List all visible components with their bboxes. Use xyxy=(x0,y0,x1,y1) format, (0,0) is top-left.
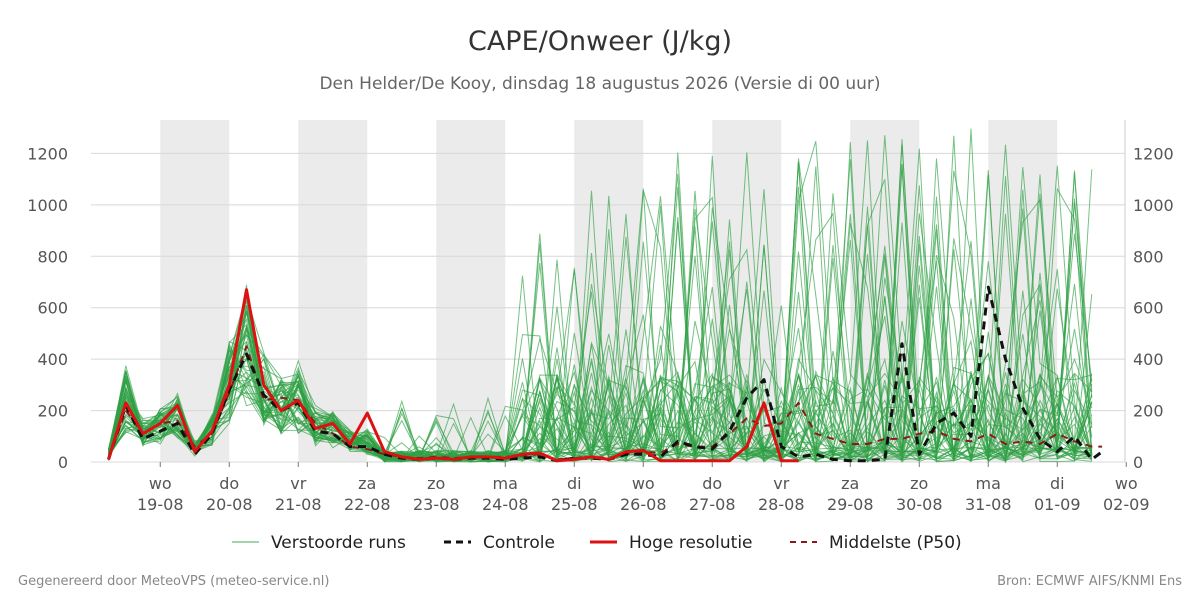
y-tick-label-left: 200 xyxy=(37,402,68,421)
legend-p50-label: Middelste (P50) xyxy=(829,533,962,553)
y-tick-label-left: 600 xyxy=(37,299,68,318)
y-tick-label-right: 1200 xyxy=(1133,144,1174,163)
ensemble-member-line xyxy=(108,159,1093,463)
x-tick-date: 27-08 xyxy=(689,495,736,514)
p50-line xyxy=(107,345,1103,461)
ensemble-member-line xyxy=(108,167,1093,463)
x-tick-date: 30-08 xyxy=(896,495,943,514)
x-tick-date: 29-08 xyxy=(827,495,874,514)
footer-source: Bron: ECMWF AIFS/KNMI Ens xyxy=(997,574,1182,589)
x-tick-day: za xyxy=(358,474,376,493)
ensemble-member-line xyxy=(108,162,1093,463)
x-tick-date: 21-08 xyxy=(275,495,322,514)
x-tick-day: vr xyxy=(290,474,306,493)
x-tick-date: 31-08 xyxy=(965,495,1012,514)
x-tick-date: 23-08 xyxy=(413,495,460,514)
ensemble-member-line xyxy=(108,170,1093,463)
y-tick-label-left: 1200 xyxy=(27,144,68,163)
x-tick-date: 26-08 xyxy=(620,495,667,514)
x-tick-day: do xyxy=(219,474,239,493)
y-tick-label-right: 200 xyxy=(1133,402,1164,421)
x-tick-day: za xyxy=(841,474,859,493)
y-tick-label-right: 400 xyxy=(1133,350,1164,369)
chart-subtitle: Den Helder/De Kooy, dinsdag 18 augustus … xyxy=(319,74,880,94)
x-tick-day: zo xyxy=(427,474,445,493)
x-axis-ticks: wo 19-08 do 20-08 vr 21-08 za 22-08 zo 23-08 ma 24-… xyxy=(137,462,1150,514)
x-tick-day: di xyxy=(1050,474,1065,493)
ensemble-member-line xyxy=(108,221,1092,463)
x-tick-date: 25-08 xyxy=(551,495,598,514)
x-tick-day: wo xyxy=(632,474,655,493)
y-tick-label-right: 800 xyxy=(1133,247,1164,266)
ensemble-member-line xyxy=(108,245,1093,463)
x-tick-date: 02-09 xyxy=(1103,495,1150,514)
legend: Verstoorde runs Controle Hoge resolutie … xyxy=(232,533,962,553)
y-tick-label-right: 600 xyxy=(1133,299,1164,318)
x-tick-date: 20-08 xyxy=(206,495,253,514)
y-tick-label-left: 0 xyxy=(58,453,68,472)
y-tick-label-left: 800 xyxy=(37,247,68,266)
main-series xyxy=(107,285,1103,463)
x-tick-date: 19-08 xyxy=(137,495,184,514)
legend-ens-label: Verstoorde runs xyxy=(271,533,406,553)
y-tick-label-right: 1000 xyxy=(1133,196,1174,215)
y-tick-label-right: 0 xyxy=(1133,453,1143,472)
hres-line xyxy=(107,288,799,463)
x-tick-date: 22-08 xyxy=(344,495,391,514)
x-tick-day: di xyxy=(567,474,582,493)
legend-control-label: Controle xyxy=(483,533,555,553)
chart-title: CAPE/Onweer (J/kg) xyxy=(468,26,732,57)
x-tick-date: 24-08 xyxy=(482,495,529,514)
x-tick-day: wo xyxy=(149,474,172,493)
x-tick-date: 28-08 xyxy=(758,495,805,514)
x-tick-day: do xyxy=(702,474,722,493)
y-tick-label-left: 400 xyxy=(37,350,68,369)
ensemble-member-line xyxy=(108,141,1092,463)
x-tick-day: ma xyxy=(493,474,518,493)
y-tick-label-left: 1000 xyxy=(27,196,68,215)
x-tick-date: 01-09 xyxy=(1034,495,1081,514)
x-tick-day: ma xyxy=(976,474,1001,493)
x-tick-day: zo xyxy=(910,474,928,493)
night-band xyxy=(436,120,506,462)
y-axis-ticks: 0 0 200 200 400 400 600 600 800 800 1000 1000 1200 12… xyxy=(27,144,1173,472)
footer-generated: Gegenereerd door MeteoVPS (meteo-service… xyxy=(18,574,329,589)
legend-hres-label: Hoge resolutie xyxy=(629,533,753,553)
x-tick-day: vr xyxy=(773,474,789,493)
x-tick-day: wo xyxy=(1115,474,1138,493)
